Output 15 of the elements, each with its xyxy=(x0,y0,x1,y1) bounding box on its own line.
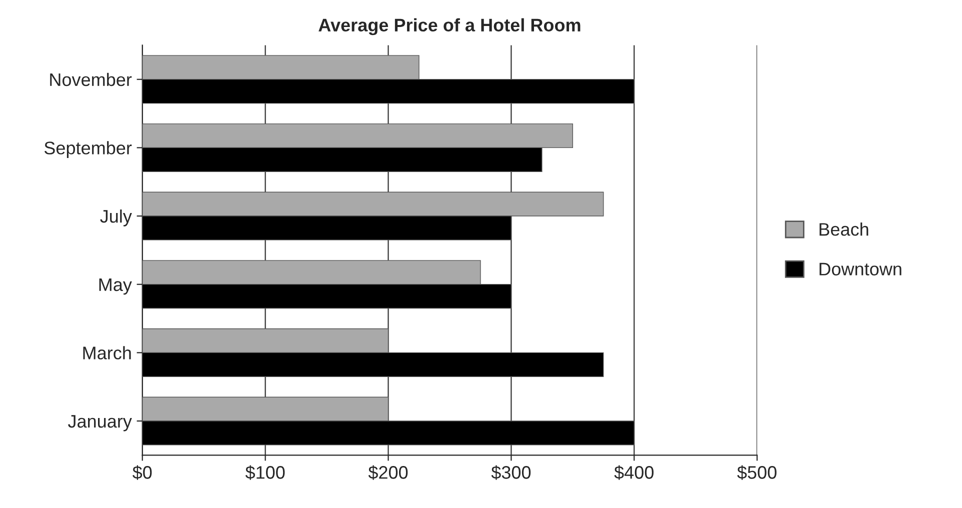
x-tick-label: $100 xyxy=(245,465,285,480)
x-tick-label: $400 xyxy=(614,465,654,480)
y-tick-label: July xyxy=(100,209,132,226)
x-tick-label: $300 xyxy=(491,465,531,480)
legend-label: Beach xyxy=(820,222,868,236)
y-tick-label: March xyxy=(83,346,131,360)
x-tick-label: $200 xyxy=(368,465,408,480)
legend-label: Downtown xyxy=(820,262,902,276)
y-tick-label: January xyxy=(68,415,132,432)
y-tick-label: September xyxy=(44,141,132,158)
chart-title: Average Price of a Hotel Room xyxy=(318,18,580,36)
x-tick-label: $500 xyxy=(737,465,776,480)
y-tick-label: May xyxy=(99,278,132,295)
y-tick-label: November xyxy=(50,72,132,86)
x-tick-label: $0 xyxy=(132,465,152,480)
